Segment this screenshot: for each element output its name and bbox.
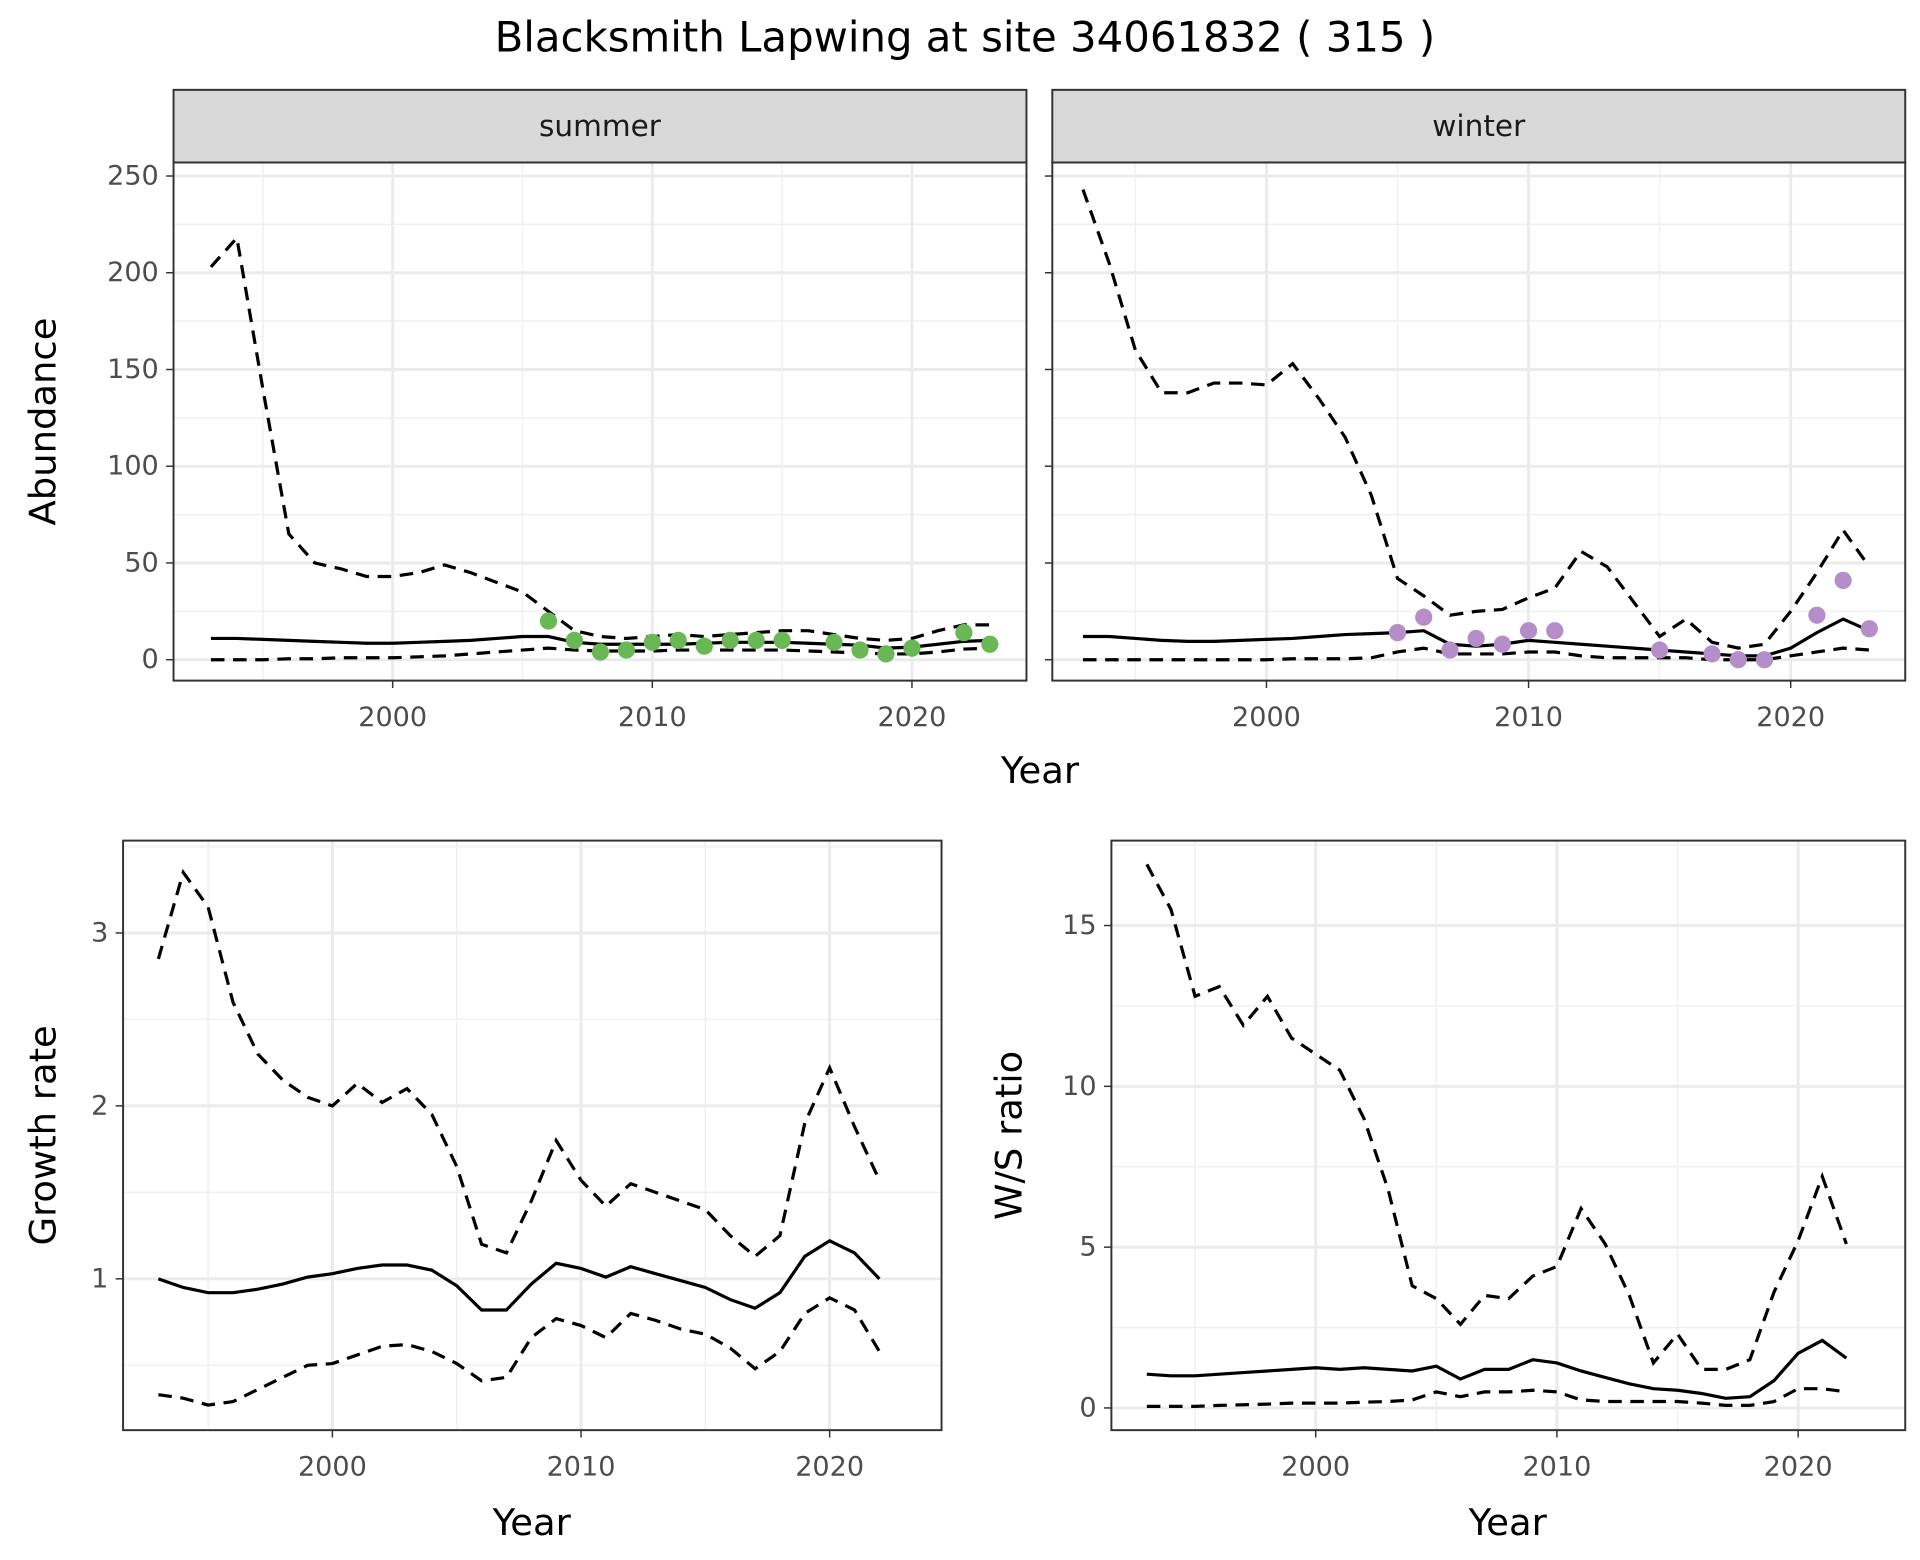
data-point	[955, 624, 973, 642]
data-point	[877, 645, 895, 663]
data-point	[643, 633, 661, 651]
data-point	[695, 637, 713, 655]
x-tick-label: 2020	[1764, 1452, 1833, 1483]
strip-label: winter	[1432, 109, 1526, 143]
data-point	[1703, 645, 1721, 663]
y-tick-label: 1	[91, 1263, 108, 1294]
interval-line	[1145, 863, 1848, 1371]
y-tick-label: 3	[91, 917, 108, 948]
x-tick-label: 2020	[795, 1452, 864, 1483]
data-point	[1493, 635, 1511, 653]
mean-line	[1146, 1338, 1848, 1400]
data-point	[1546, 622, 1564, 640]
y-axis-label: Growth rate	[22, 1025, 65, 1245]
strip-label: summer	[539, 109, 662, 143]
data-point	[539, 612, 558, 630]
data-point	[903, 639, 921, 657]
data-point	[669, 631, 687, 649]
panel-background	[1111, 840, 1906, 1431]
x-axis-label: Year	[492, 1501, 572, 1544]
y-tick-label: 250	[107, 161, 159, 192]
interval-line	[156, 868, 881, 1259]
data-point	[1415, 608, 1433, 626]
data-point	[591, 643, 610, 661]
panel-border	[122, 839, 943, 1432]
x-tick-label: 2010	[547, 1452, 616, 1483]
panel-border	[1110, 839, 1907, 1432]
x-tick-label: 2010	[618, 702, 687, 733]
data-point	[721, 631, 739, 649]
x-tick-label: 2010	[1522, 1452, 1591, 1483]
data-point	[747, 631, 765, 649]
data-point	[1651, 641, 1669, 659]
panel-background	[173, 162, 1027, 681]
interval-line	[1146, 1387, 1847, 1408]
x-tick-label: 2000	[298, 1452, 367, 1483]
x-tick-label: 2010	[1494, 702, 1563, 733]
y-tick-label: 0	[1079, 1392, 1096, 1423]
data-point	[1860, 620, 1878, 638]
panel-background	[123, 840, 942, 1431]
y-tick-label: 100	[107, 451, 159, 482]
x-axis-label: Year	[1468, 1501, 1548, 1544]
x-tick-label: 2020	[1756, 702, 1825, 733]
y-axis-label: Abundance	[22, 318, 65, 526]
data-point	[1755, 651, 1774, 669]
y-axis-label: W/S ratio	[988, 1051, 1031, 1220]
data-point	[617, 641, 635, 659]
figure-title: Blacksmith Lapwing at site 34061832 ( 31…	[495, 12, 1436, 61]
y-tick-label: 2	[91, 1090, 108, 1121]
data-point	[825, 633, 843, 651]
x-tick-label: 2000	[1232, 702, 1301, 733]
x-tick-label: 2020	[878, 702, 947, 733]
y-tick-label: 15	[1062, 910, 1096, 941]
data-point	[773, 631, 791, 649]
data-point	[851, 641, 869, 659]
y-tick-label: 50	[124, 547, 158, 578]
x-tick-label: 2000	[358, 702, 427, 733]
panel-background	[1052, 162, 1906, 681]
data-point	[1467, 629, 1485, 648]
data-point	[981, 635, 999, 653]
interval-line	[209, 234, 990, 642]
interval-line	[1081, 189, 1871, 650]
strip	[172, 88, 1028, 164]
data-point	[1519, 622, 1538, 640]
x-tick-label: 2000	[1281, 1452, 1350, 1483]
data-point	[1729, 651, 1747, 669]
y-tick-label: 5	[1079, 1232, 1096, 1263]
x-axis-label: Year	[1000, 749, 1080, 792]
mean-line	[157, 1238, 881, 1312]
strip	[1051, 88, 1907, 164]
data-point	[1834, 571, 1852, 590]
data-point	[1388, 624, 1407, 642]
data-point	[565, 631, 584, 649]
y-tick-label: 10	[1062, 1071, 1096, 1102]
y-tick-label: 200	[107, 257, 159, 288]
y-tick-label: 0	[142, 644, 159, 675]
data-point	[1441, 641, 1459, 659]
data-point	[1808, 606, 1826, 624]
y-tick-label: 150	[107, 354, 159, 385]
